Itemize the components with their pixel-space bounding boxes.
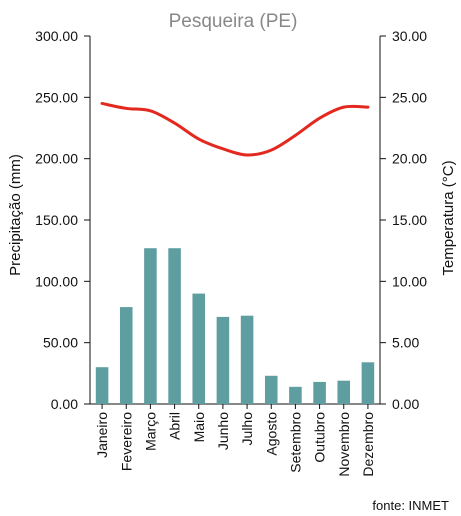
precipitation-bar [216, 316, 230, 404]
right-tick-label: 0.00 [392, 396, 419, 412]
precipitation-bar [119, 307, 133, 404]
x-tick-label: Setembro [287, 412, 303, 473]
x-tick-label: Abril [167, 412, 183, 440]
x-tick-label: Junho [215, 412, 231, 450]
precipitation-bar [337, 380, 351, 404]
x-tick-label: Março [142, 412, 158, 451]
chart-title: Pesqueira (PE) [169, 11, 298, 32]
x-tick-label: Agosto [263, 412, 279, 456]
precipitation-bar [361, 362, 375, 404]
x-tick-label: Janeiro [94, 412, 110, 458]
precipitation-bar [313, 381, 326, 404]
left-tick-label: 0.00 [51, 396, 78, 412]
x-tick-label: Novembro [336, 412, 352, 477]
x-tick-label: Fevereiro [118, 412, 134, 471]
left-tick-label: 100.00 [35, 273, 78, 289]
source-note: fonte: INMET [372, 498, 449, 513]
precipitation-bar [289, 386, 302, 404]
left-axis-title: Precipitação (mm) [7, 154, 24, 276]
precipitation-bar [192, 293, 206, 404]
left-tick-label: 200.00 [35, 151, 78, 167]
left-y-axis: 0.00 50.00 100.00 150.00 200.00 250.00 300.00 [35, 28, 91, 412]
right-y-axis: 0.00 5.00 10.00 15.00 20.00 25.00 30.00 [379, 28, 427, 412]
precipitation-bar [95, 367, 109, 404]
x-axis: Janeiro Fevereiro Março Abril Maio Junho Julho… [90, 403, 380, 477]
precipitation-bar [264, 375, 278, 404]
right-tick-label: 5.00 [392, 335, 419, 351]
right-tick-label: 30.00 [392, 28, 427, 44]
right-tick-label: 15.00 [392, 212, 427, 228]
precipitation-bar [240, 315, 254, 404]
temperature-line-layer [100, 101, 370, 157]
x-tick-label: Maio [191, 412, 207, 443]
temperature-line [100, 101, 370, 157]
left-tick-label: 150.00 [35, 212, 78, 228]
precipitation-bar [168, 248, 181, 404]
left-tick-label: 250.00 [35, 89, 78, 105]
left-tick-label: 300.00 [35, 28, 78, 44]
right-tick-label: 10.00 [392, 273, 427, 289]
x-tick-label: Outubro [312, 412, 328, 463]
right-tick-label: 25.00 [392, 89, 427, 105]
x-tick-label: Dezembro [360, 412, 376, 477]
precipitation-bar [144, 248, 157, 404]
x-tick-label: Julho [239, 412, 255, 446]
left-tick-label: 50.00 [43, 335, 78, 351]
right-axis-title: Temperatura (°C) [440, 160, 457, 275]
precipitation-bars [95, 248, 375, 404]
right-tick-label: 20.00 [392, 151, 427, 167]
